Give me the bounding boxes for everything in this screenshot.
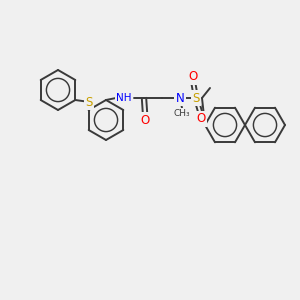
Text: O: O (140, 113, 150, 127)
Text: N: N (176, 92, 184, 104)
Text: CH₃: CH₃ (174, 109, 190, 118)
Text: S: S (192, 92, 200, 104)
Text: O: O (196, 112, 206, 125)
Text: O: O (188, 70, 198, 83)
Text: S: S (85, 95, 93, 109)
Text: NH: NH (116, 93, 132, 103)
